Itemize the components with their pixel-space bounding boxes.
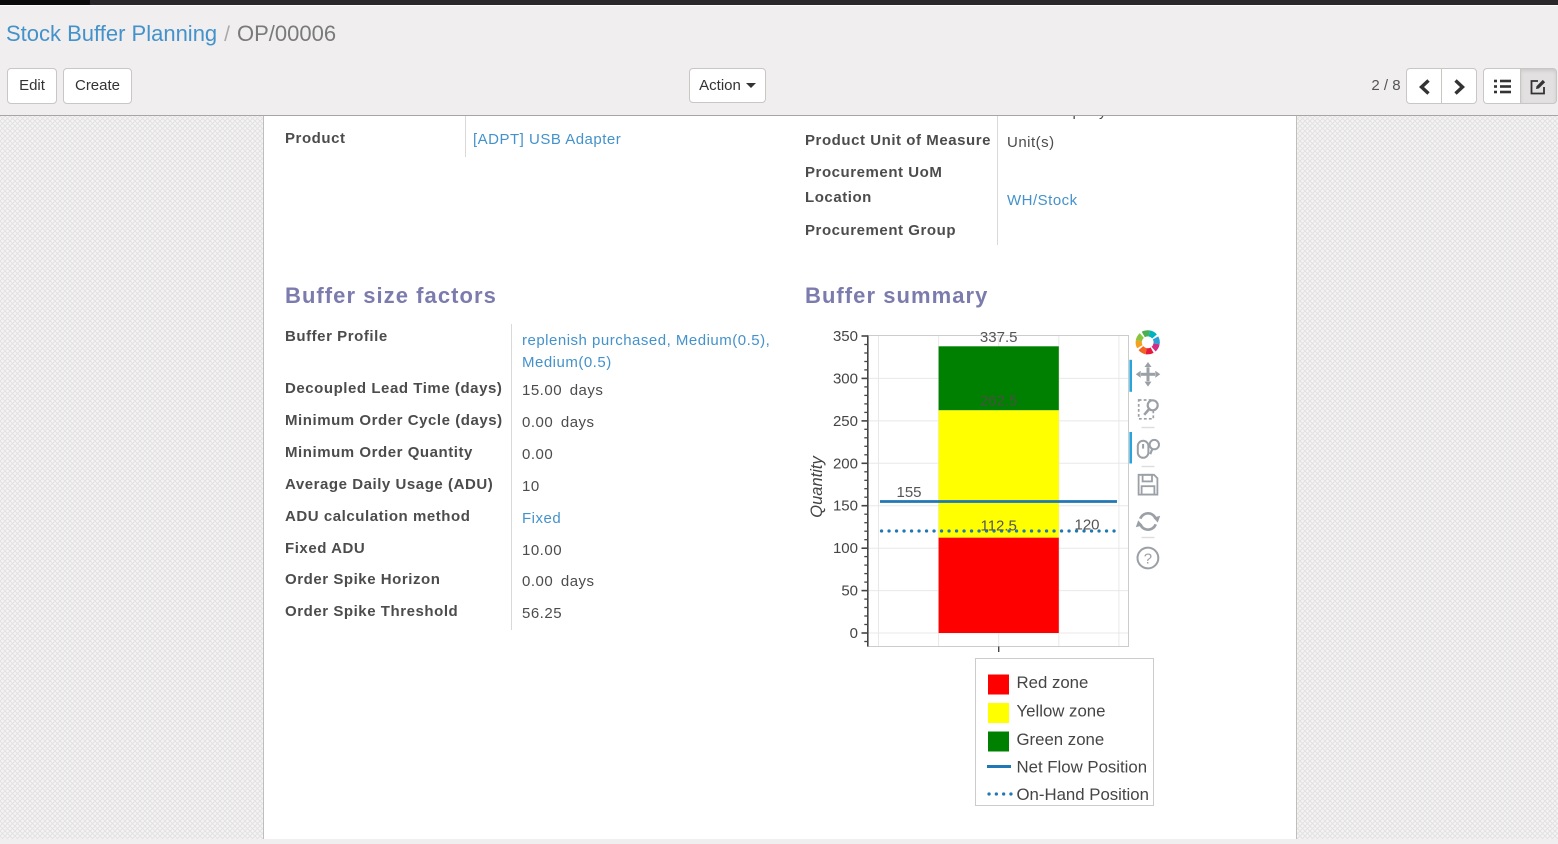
svg-text:112.5: 112.5 (980, 518, 1016, 535)
svg-text:Net Flow Position: Net Flow Position (1017, 758, 1148, 777)
svg-text:155: 155 (896, 484, 921, 501)
svg-text:50: 50 (841, 583, 858, 600)
svg-text:337.5: 337.5 (980, 329, 1018, 346)
svg-text:100: 100 (833, 540, 858, 557)
svg-text:Yellow zone: Yellow zone (1017, 702, 1106, 721)
svg-text:300: 300 (833, 370, 858, 387)
svg-text:200: 200 (833, 455, 858, 472)
svg-text:Green zone: Green zone (1017, 730, 1105, 749)
svg-text:262.5: 262.5 (980, 393, 1018, 410)
svg-text:On-Hand Position: On-Hand Position (1017, 785, 1149, 804)
svg-text:150: 150 (833, 498, 858, 515)
svg-text:Quantity: Quantity (808, 455, 826, 518)
svg-text:Red zone: Red zone (1017, 673, 1089, 692)
svg-text:350: 350 (833, 328, 858, 345)
svg-text:?: ? (1144, 551, 1152, 568)
svg-text:120: 120 (1074, 517, 1099, 534)
svg-text:0: 0 (850, 625, 858, 642)
svg-text:250: 250 (833, 413, 858, 430)
